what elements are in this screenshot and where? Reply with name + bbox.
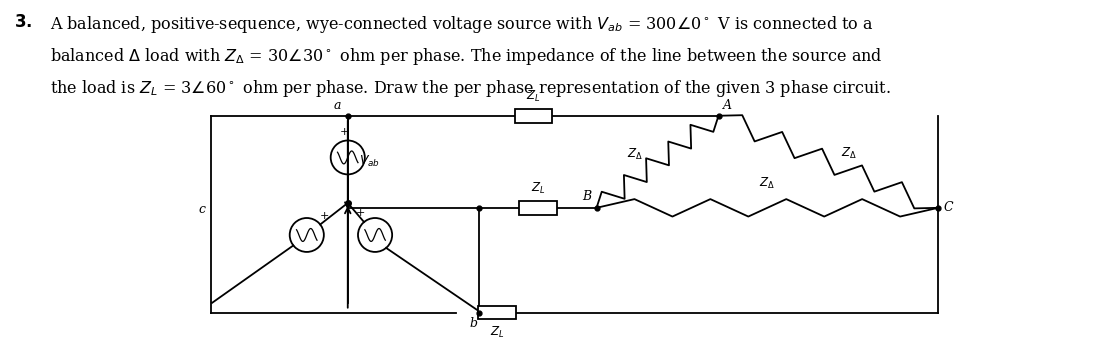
Text: $Z_L$: $Z_L$ [526, 88, 540, 104]
Text: C: C [944, 201, 954, 214]
Bar [514, 109, 552, 122]
Text: $Z_\Delta$: $Z_\Delta$ [627, 147, 643, 162]
Text: $Z_L$: $Z_L$ [490, 324, 505, 340]
Text: +: + [319, 211, 329, 221]
Text: +: + [340, 127, 350, 137]
Bar [520, 201, 556, 215]
Text: A: A [723, 99, 732, 112]
Text: $Z_\Delta$: $Z_\Delta$ [841, 146, 857, 161]
Bar [478, 306, 516, 319]
Text: balanced $\Delta$ load with $Z_\Delta$ = 30$\angle$30$^\circ$ ohm per phase. The: balanced $\Delta$ load with $Z_\Delta$ =… [50, 46, 883, 67]
Text: $V_{ab}$: $V_{ab}$ [360, 154, 381, 169]
Text: $Z_L$: $Z_L$ [531, 181, 545, 196]
Text: $Z_\Delta$: $Z_\Delta$ [760, 176, 775, 191]
Text: a: a [333, 99, 341, 112]
Text: the load is $Z_L$ = 3$\angle$60$^\circ$ ohm per phase. Draw the per phase repres: the load is $Z_L$ = 3$\angle$60$^\circ$ … [50, 78, 891, 99]
Text: c: c [199, 203, 205, 216]
Text: +: + [355, 208, 364, 218]
Text: A balanced, positive-sequence, wye-connected voltage source with $V_{ab}$ = 300$: A balanced, positive-sequence, wye-conne… [50, 14, 874, 35]
Text: B: B [583, 190, 592, 203]
Text: $\mathbf{3.}$: $\mathbf{3.}$ [14, 14, 32, 31]
Text: b: b [469, 317, 478, 330]
